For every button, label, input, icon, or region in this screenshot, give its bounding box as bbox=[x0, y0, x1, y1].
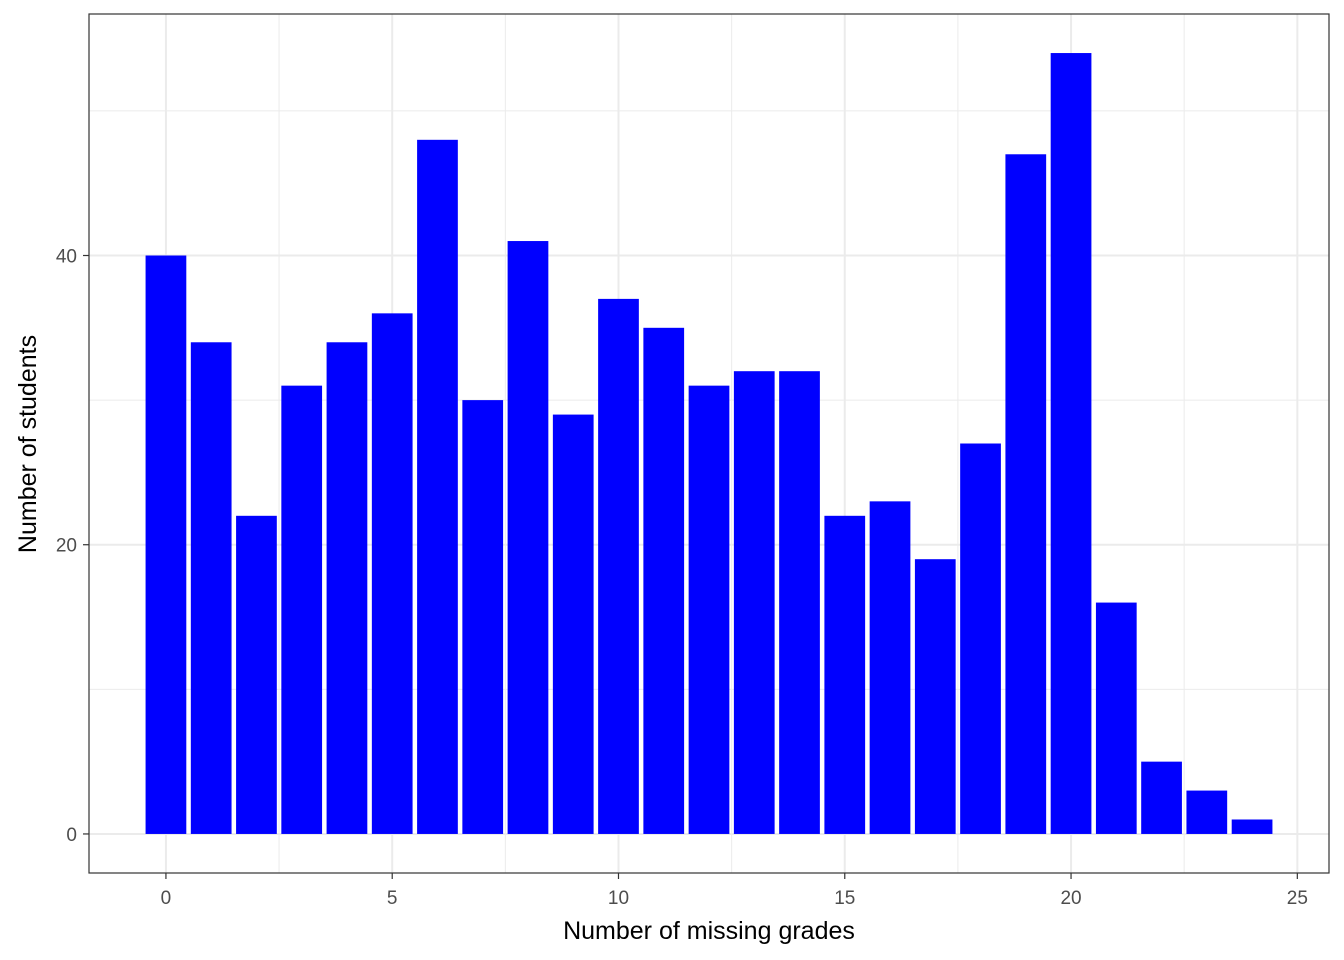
bar-20 bbox=[1050, 53, 1092, 834]
bar-4 bbox=[326, 342, 368, 834]
ticks-layer: 0 5 10 15 20 25 0 20 40 bbox=[56, 247, 1308, 909]
y-axis-title: Number of students bbox=[14, 335, 42, 553]
bar-18 bbox=[960, 443, 1001, 834]
bar-2 bbox=[236, 515, 277, 834]
x-tick-label: 15 bbox=[834, 888, 855, 909]
bar-8 bbox=[507, 241, 549, 834]
bar-13 bbox=[733, 371, 775, 834]
x-tick-label: 0 bbox=[161, 888, 172, 909]
bar-15 bbox=[824, 515, 866, 834]
bar-11 bbox=[643, 327, 685, 834]
x-tick-label: 5 bbox=[387, 888, 398, 909]
x-tick-label: 10 bbox=[608, 888, 629, 909]
bar-22 bbox=[1141, 761, 1182, 834]
bar-12 bbox=[688, 385, 730, 834]
bar-19 bbox=[1005, 154, 1047, 834]
x-axis-title: Number of missing grades bbox=[563, 917, 855, 945]
bar-1 bbox=[190, 342, 232, 834]
bar-14 bbox=[779, 371, 820, 834]
bar-7 bbox=[462, 400, 504, 834]
y-tick-label: 20 bbox=[56, 536, 77, 557]
panel-border bbox=[88, 13, 1330, 874]
bar-21 bbox=[1095, 602, 1137, 834]
bar-16 bbox=[869, 501, 911, 834]
bar-0 bbox=[145, 255, 187, 834]
bar-24 bbox=[1231, 819, 1273, 834]
y-tick-label: 40 bbox=[56, 247, 77, 268]
bar-10 bbox=[598, 298, 639, 834]
bar-9 bbox=[552, 414, 594, 834]
bar-17 bbox=[914, 559, 956, 834]
bar-23 bbox=[1186, 790, 1228, 834]
bar-6 bbox=[417, 139, 458, 834]
bar-5 bbox=[371, 313, 413, 834]
y-tick-label: 0 bbox=[66, 825, 77, 846]
x-tick-label: 20 bbox=[1060, 888, 1081, 909]
bar-3 bbox=[281, 385, 323, 834]
bars-layer bbox=[145, 53, 1273, 834]
x-tick-label: 25 bbox=[1287, 888, 1308, 909]
